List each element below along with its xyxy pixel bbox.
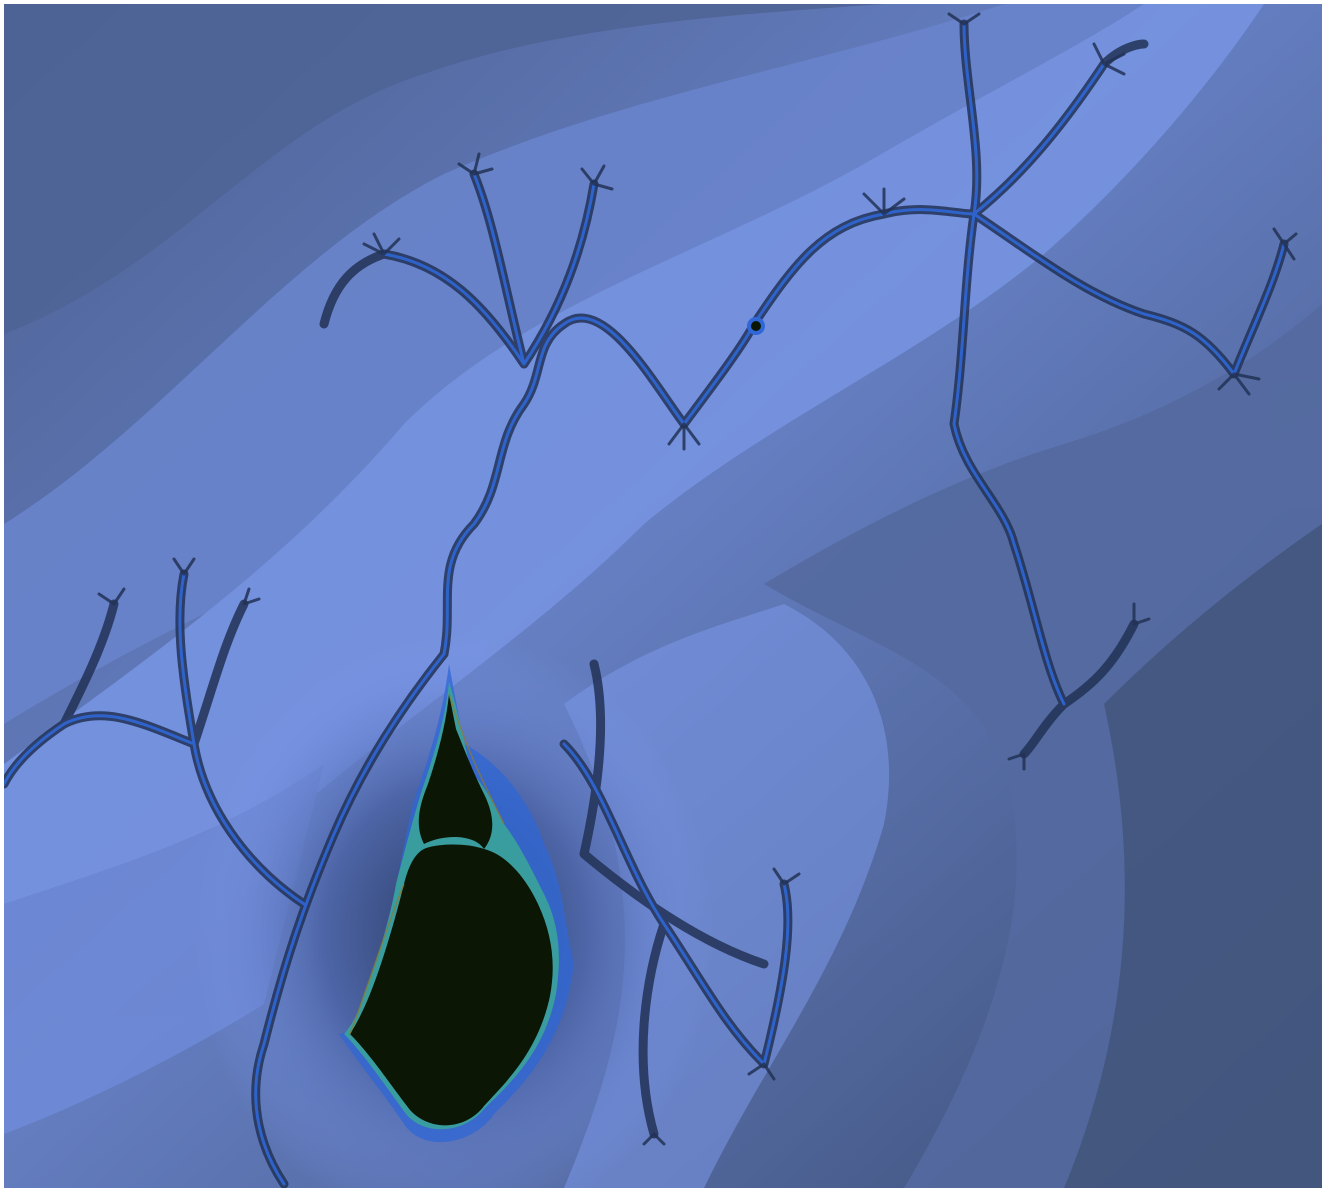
filament-tips bbox=[97, 12, 1298, 1146]
filaments bbox=[4, 12, 1298, 1188]
mandelbrot-body bbox=[339, 664, 574, 1143]
fractal-image bbox=[4, 4, 1322, 1188]
fractal-canvas bbox=[4, 4, 1322, 1188]
minibrot-small bbox=[747, 317, 765, 335]
